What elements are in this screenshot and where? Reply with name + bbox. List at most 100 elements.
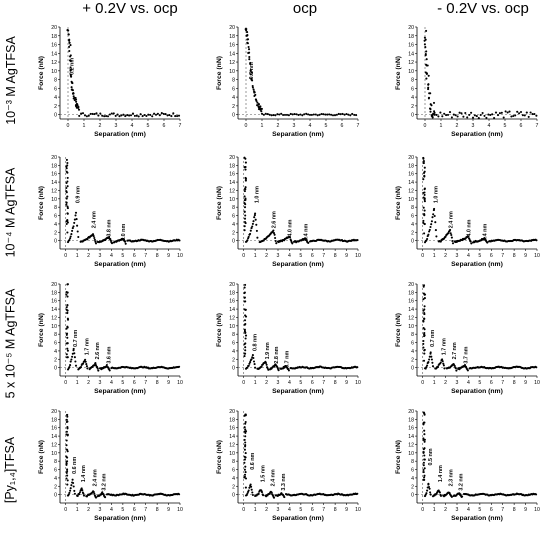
data-point xyxy=(535,366,538,369)
layer-spacing-label: 0.5 nm xyxy=(428,448,434,465)
data-point xyxy=(66,221,69,224)
data-point xyxy=(454,367,457,370)
x-tick-label: 9 xyxy=(524,253,527,259)
y-tick-label: 4 xyxy=(232,95,235,101)
data-point xyxy=(244,168,247,171)
data-point xyxy=(243,286,246,289)
y-tick-label: 12 xyxy=(408,60,414,66)
data-point xyxy=(487,113,490,116)
data-point xyxy=(270,114,273,117)
data-point xyxy=(244,413,247,416)
data-point xyxy=(449,228,452,231)
data-point xyxy=(274,239,277,243)
data-point xyxy=(251,225,254,228)
data-point xyxy=(66,176,69,179)
data-point xyxy=(244,188,247,191)
data-point xyxy=(423,232,426,235)
data-point xyxy=(504,110,507,113)
data-point xyxy=(260,110,263,113)
data-point xyxy=(244,322,247,326)
data-point xyxy=(66,468,69,471)
data-point xyxy=(422,285,425,288)
data-point xyxy=(423,305,426,308)
data-point xyxy=(422,160,425,163)
y-axis-label: Force (nN) xyxy=(216,313,223,347)
y-tick-label: 20 xyxy=(229,155,235,161)
data-point xyxy=(69,360,72,363)
data-point xyxy=(422,178,425,181)
y-tick-label: 0 xyxy=(411,239,414,245)
x-tick-label: 8 xyxy=(513,253,516,259)
data-point xyxy=(423,467,426,470)
data-point xyxy=(248,58,251,61)
data-point xyxy=(254,218,257,221)
data-point xyxy=(73,218,76,221)
data-point xyxy=(256,104,259,107)
data-point xyxy=(450,495,453,498)
data-point xyxy=(287,369,290,372)
data-point xyxy=(124,240,127,243)
x-tick-label: 7 xyxy=(144,507,147,513)
data-point xyxy=(74,364,78,367)
data-point xyxy=(243,355,246,358)
data-point xyxy=(74,211,78,214)
data-point xyxy=(422,339,425,343)
data-point xyxy=(280,112,283,115)
data-point xyxy=(470,111,473,114)
x-tick-label: 0 xyxy=(242,380,245,386)
x-tick-label: 0 xyxy=(67,123,70,129)
y-tick-label: 8 xyxy=(411,459,414,465)
data-point xyxy=(97,114,100,117)
y-tick-label: 0 xyxy=(54,239,57,245)
x-tick-label: 10 xyxy=(534,253,540,259)
data-point xyxy=(82,494,86,497)
data-point xyxy=(339,113,342,116)
data-point xyxy=(356,366,359,369)
data-point xyxy=(67,493,70,496)
data-point xyxy=(71,478,74,481)
x-tick-label: 4 xyxy=(488,123,491,129)
data-point xyxy=(251,354,254,357)
data-point xyxy=(72,92,75,95)
data-point xyxy=(422,411,425,414)
layer-spacing-label: 1.7 nm xyxy=(442,338,448,355)
y-tick-label: 8 xyxy=(54,459,57,465)
x-tick-label: 7 xyxy=(501,507,504,513)
data-point xyxy=(66,207,69,210)
data-point xyxy=(255,99,258,103)
data-point xyxy=(423,454,426,457)
layer-spacing-label: 0.2 nm xyxy=(70,58,76,75)
data-point xyxy=(356,492,359,495)
data-point xyxy=(249,232,252,235)
y-tick-label: 4 xyxy=(54,349,57,355)
data-point xyxy=(471,116,475,119)
data-point xyxy=(129,114,133,117)
x-tick-label: 3 xyxy=(293,123,296,129)
x-tick-label: 4 xyxy=(131,123,134,129)
data-point xyxy=(423,421,426,424)
data-point xyxy=(253,363,256,366)
y-tick-label: 12 xyxy=(51,188,57,194)
data-point xyxy=(267,368,270,371)
data-point xyxy=(112,112,115,115)
data-point xyxy=(287,114,290,117)
y-tick-label: 10 xyxy=(229,69,235,75)
data-point xyxy=(68,49,71,53)
y-tick-label: 4 xyxy=(54,476,57,482)
column-title-ocp: ocp xyxy=(292,0,318,17)
data-point xyxy=(82,362,85,365)
x-tick-label: 10 xyxy=(177,380,183,386)
data-point xyxy=(305,112,308,115)
data-point xyxy=(250,227,253,230)
x-tick-label: 2 xyxy=(456,123,459,129)
layer-spacing-label: 3.6 nm xyxy=(106,346,112,363)
data-point xyxy=(65,306,68,309)
data-point xyxy=(124,115,127,118)
data-point xyxy=(333,114,337,117)
data-point xyxy=(65,430,68,433)
y-tick-label: 14 xyxy=(51,180,57,186)
data-point xyxy=(252,88,255,91)
data-point xyxy=(66,450,69,453)
x-tick-label: 2 xyxy=(87,380,90,386)
data-point xyxy=(65,290,68,294)
